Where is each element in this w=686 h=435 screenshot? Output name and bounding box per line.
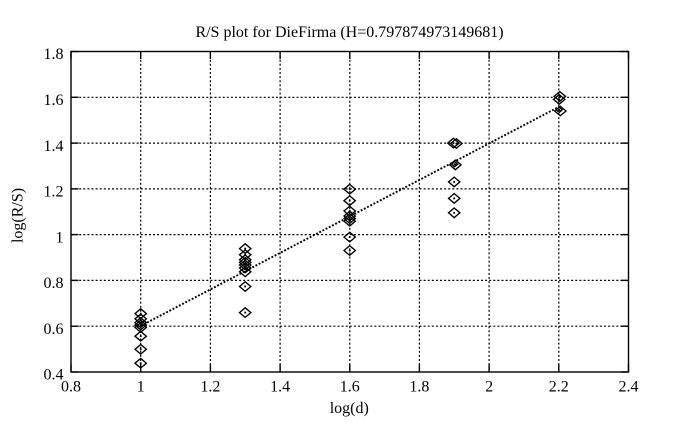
svg-text:1.4: 1.4: [44, 138, 64, 155]
svg-text:0.4: 0.4: [44, 367, 64, 384]
svg-text:1.6: 1.6: [44, 92, 64, 109]
svg-text:0.6: 0.6: [44, 321, 64, 338]
svg-text:1: 1: [56, 229, 64, 246]
svg-text:1.6: 1.6: [340, 379, 360, 396]
svg-text:log(d): log(d): [330, 400, 369, 417]
svg-text:2.4: 2.4: [619, 379, 639, 396]
svg-text:log(R/S): log(R/S): [9, 188, 26, 243]
svg-text:R/S plot for DieFirma (H=0.797: R/S plot for DieFirma (H=0.7978749731496…: [195, 24, 503, 41]
svg-text:1.2: 1.2: [200, 379, 220, 396]
svg-text:0.8: 0.8: [61, 379, 81, 396]
svg-text:1.8: 1.8: [44, 46, 64, 63]
svg-text:1.4: 1.4: [270, 379, 290, 396]
svg-text:0.8: 0.8: [44, 275, 64, 292]
svg-text:2: 2: [485, 379, 493, 396]
svg-text:1.2: 1.2: [44, 184, 64, 201]
svg-text:1.8: 1.8: [409, 379, 429, 396]
svg-text:2.2: 2.2: [549, 379, 569, 396]
svg-text:1: 1: [137, 379, 145, 396]
